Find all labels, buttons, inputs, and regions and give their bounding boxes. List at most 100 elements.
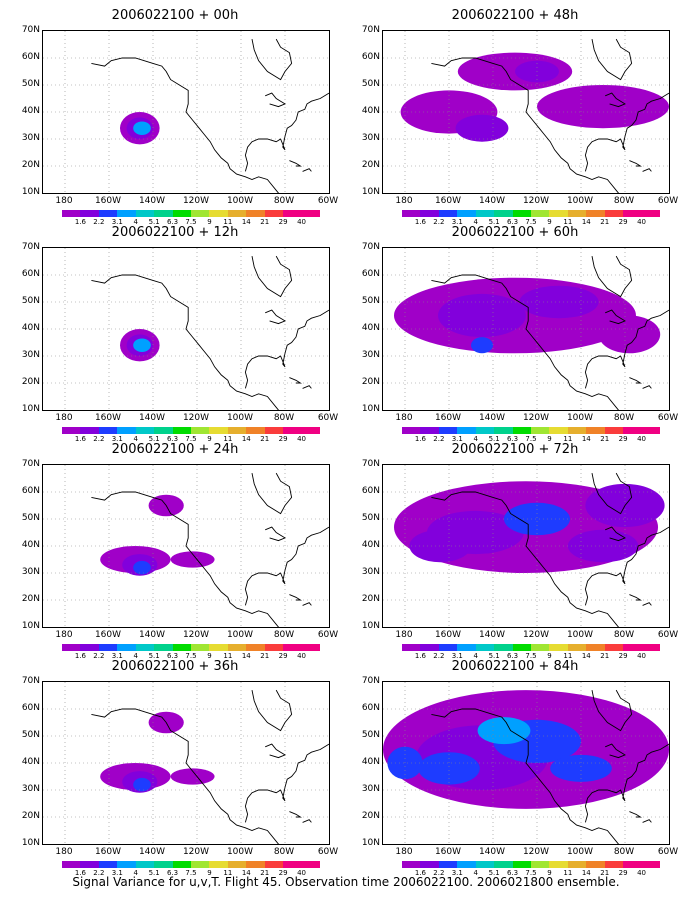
colorbar-swatch — [117, 861, 136, 868]
colorbar-label: 1.6 — [74, 218, 86, 226]
colorbar-label: 7.5 — [185, 869, 197, 877]
coastline — [584, 743, 669, 823]
colorbar-swatch — [567, 644, 587, 651]
coastline — [302, 168, 312, 172]
lon-tick-label: 120W — [182, 196, 210, 206]
colorbar-label: 2.2 — [433, 435, 445, 443]
colorbar-label: 3.1 — [111, 435, 123, 443]
colorbar-swatch — [135, 427, 155, 434]
lon-tick-label: 60W — [317, 630, 339, 640]
lat-tick-label: 40N — [361, 757, 380, 767]
colorbar-label: 21 — [600, 435, 610, 443]
variance-contour — [598, 315, 661, 354]
colorbar-swatch — [117, 210, 136, 217]
colorbar-label: 5.1 — [148, 652, 160, 660]
colorbar-swatch — [209, 427, 228, 434]
colorbar-swatch — [530, 427, 550, 434]
colorbar-label: 6.3 — [166, 869, 179, 877]
map-svg — [383, 682, 669, 844]
colorbar-swatch — [438, 644, 458, 651]
colorbar-swatch — [264, 427, 284, 434]
colorbar-swatch — [80, 210, 99, 217]
panel-title: 2006022100 + 60h — [451, 225, 579, 240]
colorbar — [62, 861, 320, 868]
lon-tick-label: 120W — [182, 630, 210, 640]
colorbar-swatch — [117, 427, 136, 434]
colorbar-swatch — [264, 210, 284, 217]
lat-tick-label: 70N — [361, 242, 380, 252]
lon-tick-label: 80W — [273, 847, 295, 857]
colorbar-swatch — [246, 427, 265, 434]
colorbar-label: 7.5 — [525, 869, 537, 877]
lat-tick-label: 70N — [21, 25, 40, 35]
lat-tick-label: 10N — [21, 404, 40, 414]
lon-tick-label: 100W — [226, 847, 254, 857]
coastline — [591, 472, 633, 515]
colorbar-label: 9 — [547, 652, 552, 660]
colorbar-label: 5.1 — [148, 218, 160, 226]
colorbar-swatch — [438, 861, 458, 868]
colorbar-swatch — [623, 427, 642, 434]
colorbar-swatch — [494, 861, 513, 868]
colorbar-swatch — [283, 210, 302, 217]
colorbar-swatch — [604, 644, 624, 651]
coastline — [591, 255, 633, 298]
colorbar-swatch — [135, 644, 155, 651]
colorbar-swatch — [227, 644, 247, 651]
lon-tick-label: 160W — [94, 196, 122, 206]
lon-tick-label: 100W — [566, 413, 594, 423]
variance-contour — [170, 551, 215, 568]
panel-title: 2006022100 + 84h — [451, 659, 579, 674]
colorbar-swatch — [512, 427, 531, 434]
coastline — [584, 309, 669, 389]
lon-tick-label: 140W — [478, 196, 506, 206]
colorbar — [402, 427, 660, 434]
coastline — [302, 819, 312, 823]
colorbar-label: 4 — [133, 869, 138, 877]
colorbar-swatch — [457, 644, 476, 651]
colorbar-swatch — [154, 644, 173, 651]
coastline — [629, 811, 642, 818]
panel-title: 2006022100 + 00h — [111, 8, 239, 23]
lat-tick-label: 40N — [21, 106, 40, 116]
colorbar-label: 9 — [207, 218, 212, 226]
colorbar-swatch — [494, 644, 513, 651]
colorbar-swatch — [402, 210, 421, 217]
colorbar-label: 11 — [563, 218, 573, 226]
colorbar-swatch — [402, 644, 421, 651]
lon-tick-label: 100W — [566, 630, 594, 640]
lon-tick-label: 100W — [226, 196, 254, 206]
colorbar-swatch — [62, 861, 81, 868]
colorbar-swatch — [172, 644, 191, 651]
colorbar-label: 6.3 — [506, 435, 519, 443]
colorbar-label: 6.3 — [166, 435, 179, 443]
lon-tick-label: 80W — [613, 196, 635, 206]
colorbar-label: 9 — [547, 435, 552, 443]
map-plot-area — [382, 681, 670, 845]
colorbar-label: 2.2 — [93, 869, 105, 877]
colorbar — [402, 644, 660, 651]
lat-tick-label: 40N — [361, 106, 380, 116]
colorbar-swatch — [549, 210, 568, 217]
colorbar-swatch — [457, 210, 476, 217]
coastline — [431, 57, 619, 193]
colorbar-swatch — [98, 427, 118, 434]
colorbar-swatch — [301, 427, 320, 434]
coastline — [289, 377, 302, 384]
colorbar-swatch — [438, 427, 458, 434]
colorbar-swatch — [246, 861, 265, 868]
colorbar-label: 3.1 — [451, 435, 463, 443]
colorbar-swatch — [641, 210, 660, 217]
colorbar-swatch — [301, 644, 320, 651]
colorbar-label: 5.1 — [488, 435, 500, 443]
colorbar-label: 11 — [223, 218, 233, 226]
colorbar-label: 21 — [600, 218, 610, 226]
map-plot-area — [42, 247, 330, 411]
lat-tick-label: 70N — [361, 676, 380, 686]
lat-tick-label: 30N — [21, 784, 40, 794]
coastline — [289, 811, 302, 818]
colorbar-label: 21 — [600, 869, 610, 877]
colorbar-label: 11 — [563, 869, 573, 877]
colorbar-label: 29 — [278, 652, 288, 660]
lat-tick-label: 50N — [361, 296, 380, 306]
